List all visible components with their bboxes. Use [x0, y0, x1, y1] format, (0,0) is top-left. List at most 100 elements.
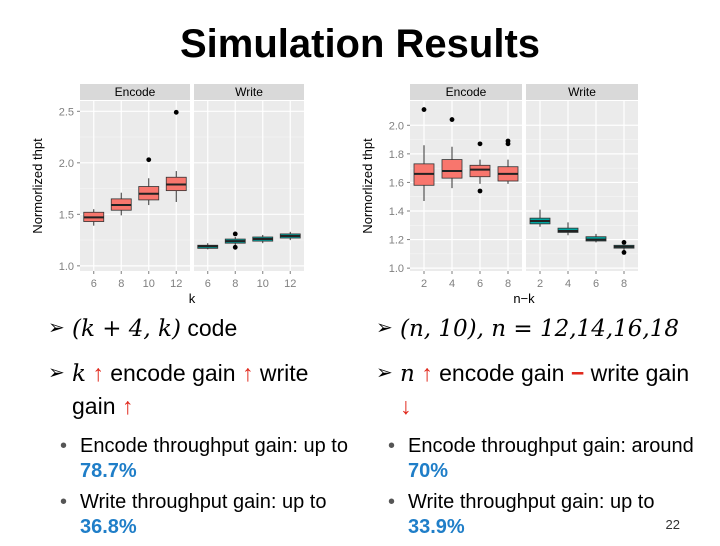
- x-tick-label: 6: [593, 278, 599, 290]
- x-tick-label: 10: [143, 278, 155, 290]
- y-tick-label: 1.6: [389, 177, 404, 189]
- x-axis-label: k: [189, 291, 196, 306]
- sub-bullet-encode-left: Encode throughput gain: up to 78.7%: [48, 434, 348, 484]
- sub-bullet-encode-right: Encode throughput gain: around 70%: [376, 434, 706, 484]
- box-write-12: [279, 231, 301, 241]
- x-tick-label: 8: [118, 278, 124, 290]
- x-tick-label: 8: [232, 278, 238, 290]
- x-axis-label: n−k: [513, 291, 535, 306]
- box-plot-n-minus-k: Normorlized thpt 1.0 1.2 1.4 1.6 1.8 2.0 Encode…: [360, 84, 638, 306]
- box-encode-2: [413, 107, 435, 201]
- sub-bullet-text: Encode throughput gain: up to: [80, 435, 348, 457]
- outlier-point: [421, 107, 427, 112]
- arrow-up-icon: ↑: [241, 360, 254, 386]
- page-number: 22: [665, 517, 680, 532]
- box-encode-8: [110, 192, 132, 216]
- box-encode-12: [165, 109, 187, 202]
- x-tick-label: 2: [537, 278, 543, 290]
- facet-label: Encode: [115, 85, 156, 99]
- outlier-point: [621, 250, 627, 255]
- sub-bullet-value: 78.7%: [80, 460, 137, 482]
- dash-icon: −: [570, 360, 585, 386]
- gain-word: gain: [72, 393, 116, 419]
- code-word: code: [187, 315, 238, 341]
- y-tick-label: 1.4: [389, 206, 404, 218]
- x-tick-label: 4: [565, 278, 571, 290]
- facet-strip: [194, 84, 304, 100]
- x-tick-label: 4: [449, 278, 455, 290]
- x-tick-label: 6: [477, 278, 483, 290]
- x-tick-label: 6: [205, 278, 211, 290]
- facet-strip: [80, 84, 190, 100]
- y-tick-label: 2.5: [59, 106, 74, 118]
- outlier-point: [146, 157, 152, 163]
- box-encode-6: [469, 141, 491, 194]
- outlier-point: [232, 231, 238, 237]
- facet-strip: [526, 84, 638, 100]
- sub-bullet-write-left: Write throughput gain: up to 36.8%: [48, 490, 348, 540]
- sub-bullet-text: Encode throughput gain: around: [408, 435, 694, 457]
- encode-gain-text: encode gain: [439, 360, 565, 386]
- facet-label: Encode: [446, 85, 487, 99]
- outlier-point: [449, 117, 455, 122]
- facet-label: Write: [568, 85, 596, 99]
- box-body: [441, 159, 463, 179]
- slide-title: Simulation Results: [179, 22, 541, 66]
- box-body: [469, 164, 491, 178]
- box-encode-6: [83, 209, 105, 226]
- write-word: write: [590, 360, 640, 386]
- code-math: (n, 10), n = 12,14,16,18: [400, 316, 679, 342]
- box-write-6: [197, 243, 219, 250]
- box-write-8: [224, 231, 246, 250]
- bullet-gain-left: k ↑ encode gain ↑ write gain ↑: [48, 357, 348, 422]
- x-tick-label: 6: [91, 278, 97, 290]
- x-tick-label: 8: [505, 278, 511, 290]
- outlier-point: [477, 188, 483, 194]
- panel-background: [526, 101, 638, 271]
- sub-bullet-value: 33.9%: [408, 516, 465, 538]
- sub-bullet-value: 36.8%: [80, 516, 137, 538]
- outlier-point: [232, 244, 238, 250]
- panel-background: [410, 101, 522, 271]
- box-encode-10: [138, 157, 160, 206]
- box-plot-k: Normorlized thpt 1.0 1.5 2.0 2.5 Encode 6 8 10 12…: [30, 84, 304, 306]
- y-tick-label: 2.0: [59, 158, 74, 170]
- gain-var: n: [400, 361, 415, 387]
- y-tick-label: 1.5: [59, 209, 74, 221]
- box-encode-8: [497, 138, 519, 184]
- box-write-2: [529, 209, 551, 227]
- arrow-up-icon: ↑: [421, 360, 433, 386]
- right-bullet-list: (n, 10), n = 12,14,16,18 n ↑ encode gain…: [376, 312, 706, 546]
- arrow-up-icon: ↑: [121, 393, 134, 419]
- y-axis-label: Normorlized thpt: [30, 138, 45, 234]
- gain-word: gain: [645, 360, 690, 386]
- bullet-code-left: (k + 4, k) code: [48, 312, 348, 345]
- x-tick-label: 8: [621, 278, 627, 290]
- outlier-point: [477, 141, 483, 147]
- bullet-code-right: (n, 10), n = 12,14,16,18: [376, 312, 706, 345]
- outlier-point: [621, 240, 627, 245]
- box-write-8: [613, 240, 635, 255]
- y-tick-label: 2.0: [389, 120, 404, 132]
- arrow-up-icon: ↑: [92, 360, 104, 386]
- facet-label: Write: [235, 85, 263, 99]
- write-word: write: [259, 360, 309, 386]
- x-tick-label: 2: [421, 278, 427, 290]
- x-tick-label: 12: [284, 278, 296, 290]
- outlier-point: [505, 141, 511, 147]
- panel-background: [194, 101, 304, 271]
- sub-bullet-write-right: Write throughput gain: up to 33.9%: [376, 490, 706, 540]
- y-tick-label: 1.8: [389, 149, 404, 161]
- bullet-gain-right: n ↑ encode gain − write gain ↓: [376, 357, 706, 422]
- y-tick-label: 1.0: [59, 261, 74, 273]
- y-axis-label: Normorlized thpt: [360, 138, 375, 234]
- sub-bullet-text: Write throughput gain: up to: [80, 491, 327, 513]
- x-tick-label: 12: [170, 278, 182, 290]
- box-write-4: [557, 222, 579, 236]
- outlier-point: [173, 109, 179, 115]
- arrow-down-icon: ↓: [400, 393, 412, 419]
- gain-var: k: [72, 361, 86, 387]
- y-tick-label: 1.2: [389, 235, 404, 247]
- left-bullet-list: (k + 4, k) code k ↑ encode gain ↑ write …: [48, 312, 348, 546]
- sub-bullet-text: Write throughput gain: up to: [408, 491, 655, 513]
